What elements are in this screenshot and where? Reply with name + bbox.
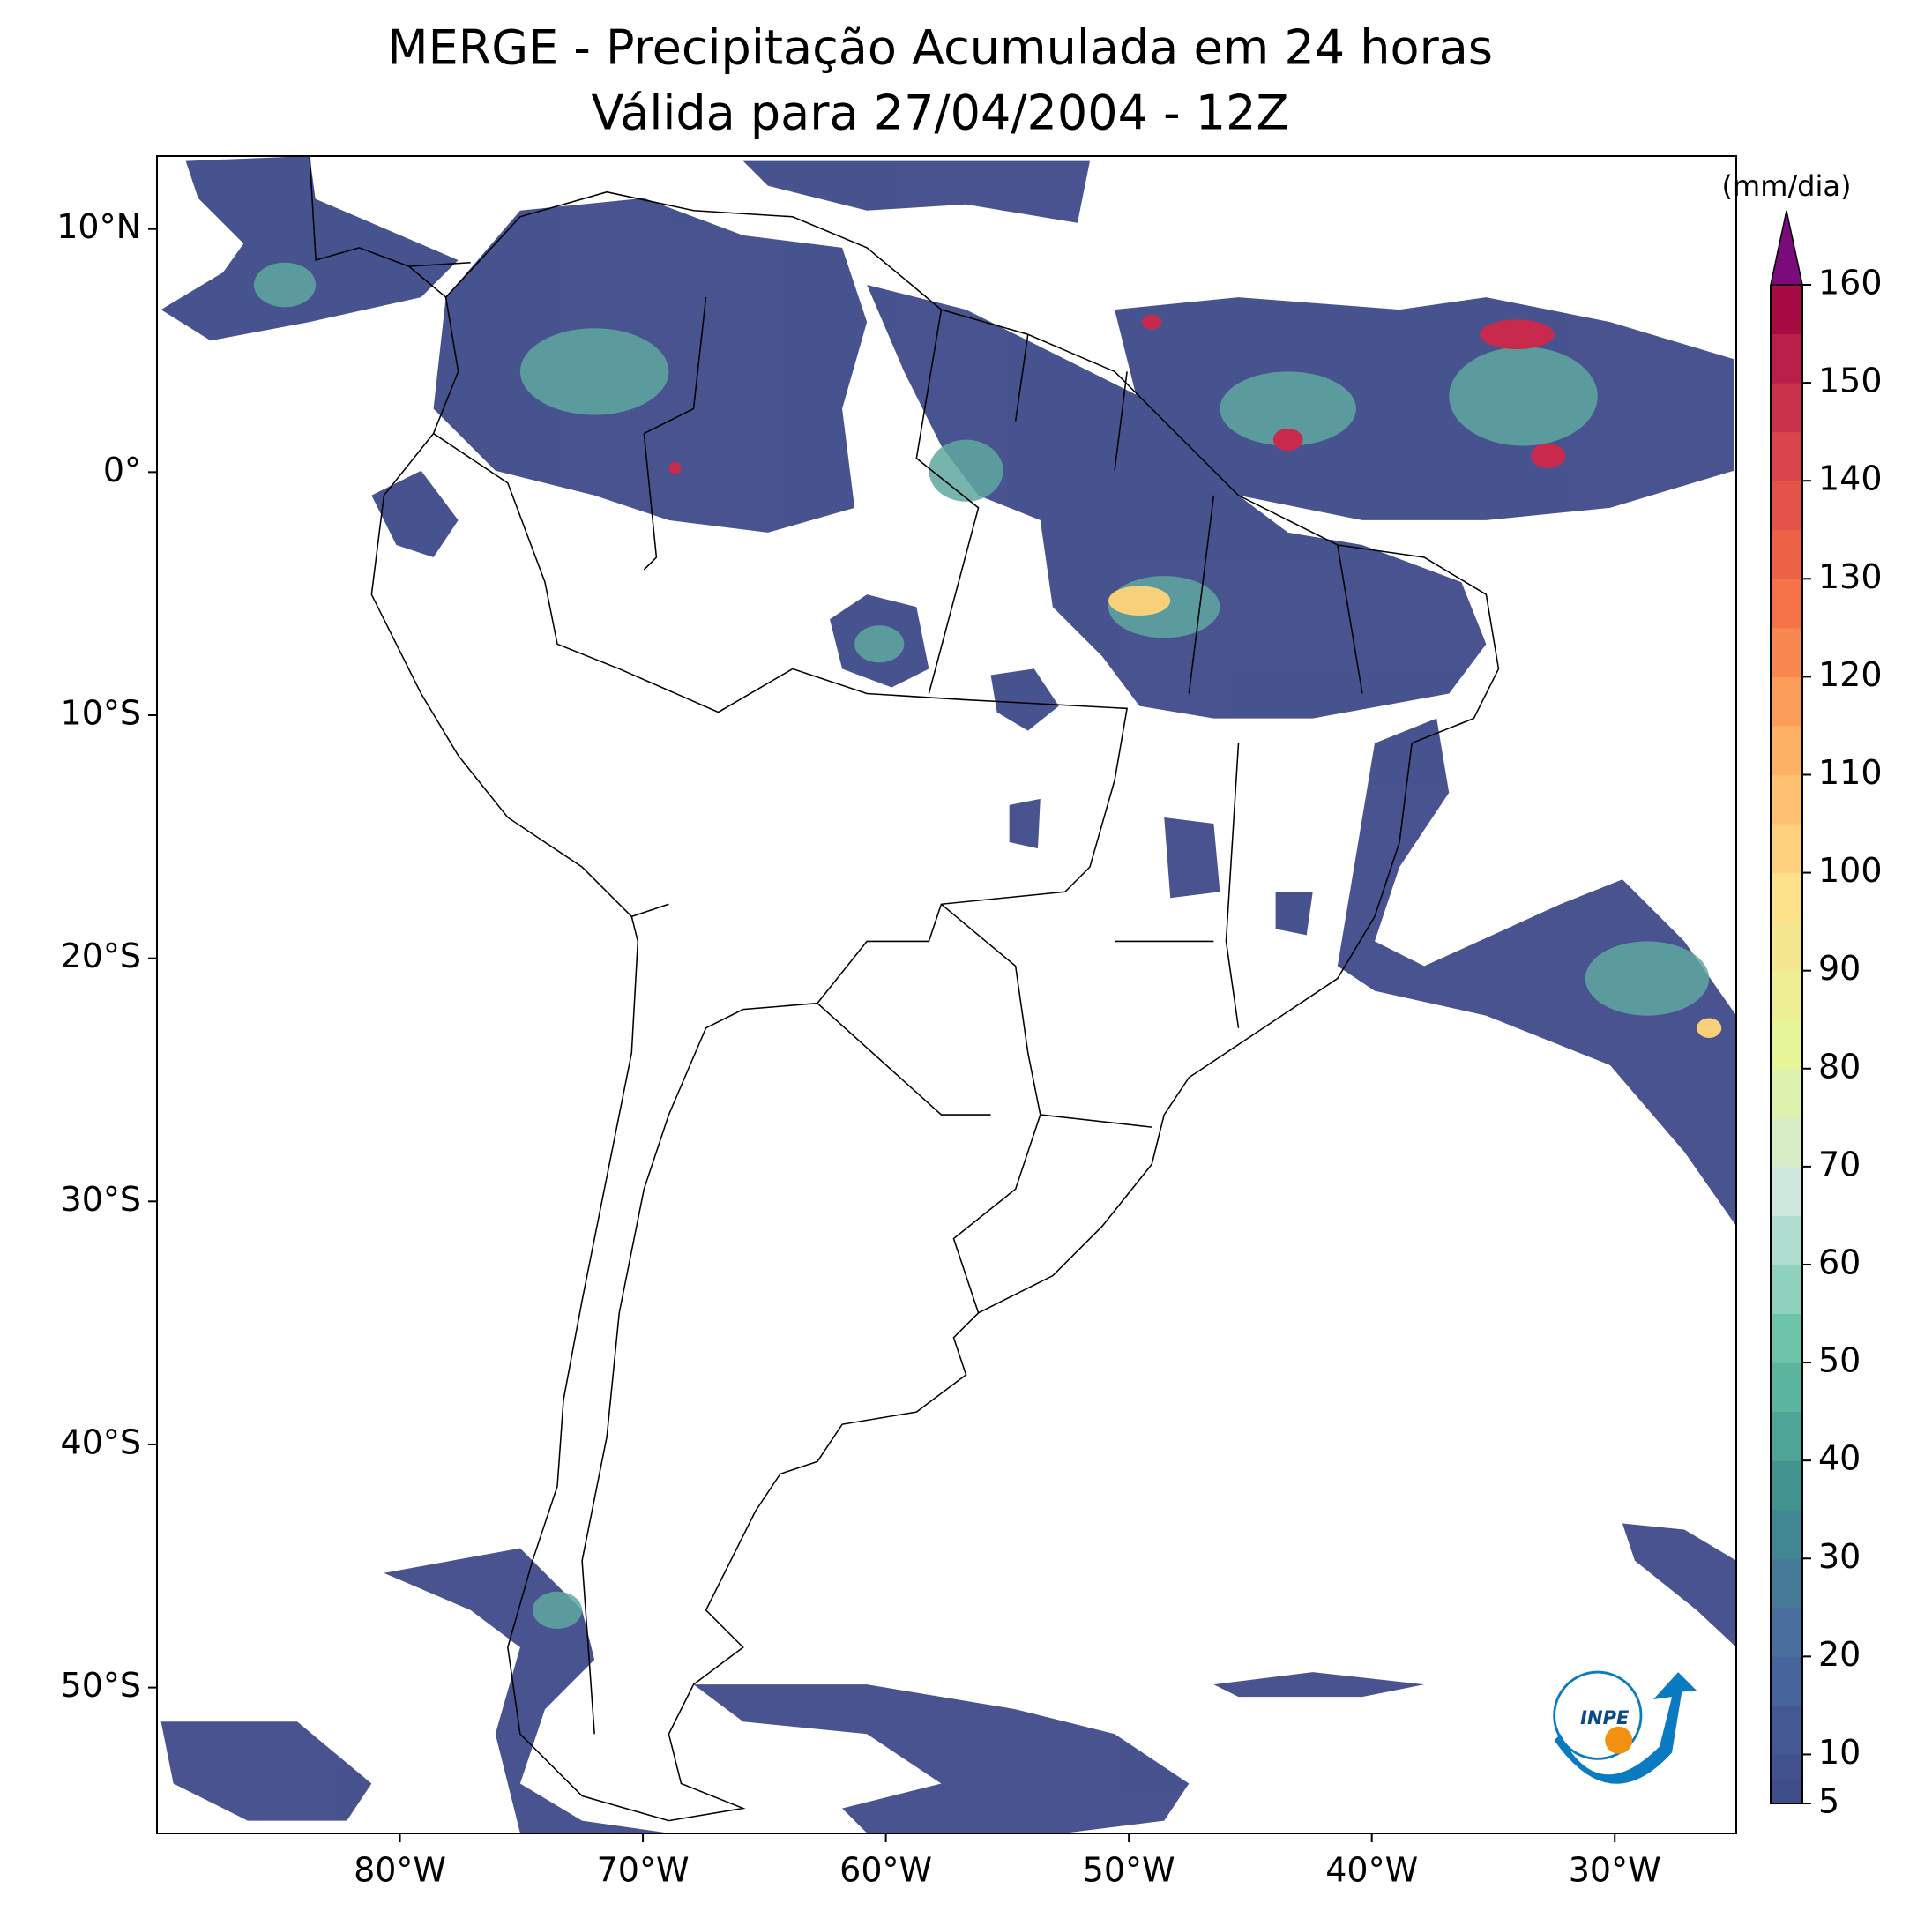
colorbar-tick-label: 10 — [1818, 1733, 1861, 1772]
axes: 80°W 70°W 60°W 50°W 40°W 30°W 10°N 0° 10°S 20°S 30… — [56, 207, 1660, 1889]
colorbar-band — [1771, 1117, 1802, 1168]
colorbar-tick-label: 160 — [1818, 264, 1883, 302]
x-tick-label: 60°W — [839, 1851, 932, 1890]
colorbar-band — [1771, 1166, 1802, 1216]
colorbar-band — [1771, 970, 1802, 1020]
colorbar-band — [1771, 1705, 1802, 1755]
precip-heavy — [1108, 586, 1722, 1038]
x-tick-label: 50°W — [1083, 1851, 1175, 1890]
y-tick-label: 40°S — [61, 1422, 141, 1461]
colorbar-band — [1771, 1779, 1802, 1804]
y-tick-label: 10°N — [56, 207, 141, 246]
colorbar-tick-label: 130 — [1818, 557, 1883, 596]
colorbar-band — [1771, 1754, 1802, 1780]
title-line: Válida para 27/04/2004 - 12Z — [592, 86, 1289, 141]
colorbar-tick-label: 80 — [1818, 1047, 1861, 1086]
colorbar-extend — [1770, 210, 1803, 286]
colorbar-band — [1771, 872, 1802, 922]
colorbar-band — [1771, 431, 1802, 481]
title-line: MERGE - Precipitação Acumulada em 24 hor… — [387, 20, 1493, 76]
colorbar-band — [1771, 1362, 1802, 1413]
colorbar-tick-label: 40 — [1818, 1439, 1861, 1478]
colorbar-band — [1771, 1215, 1802, 1265]
y-tick-label: 30°S — [61, 1180, 141, 1219]
colorbar-tick-label: 20 — [1818, 1635, 1861, 1674]
x-tick-label: 80°W — [354, 1851, 446, 1890]
colorbar-tick-label: 140 — [1818, 459, 1883, 498]
colorbar-band — [1771, 383, 1802, 433]
colorbar-tick-label: 5 — [1818, 1782, 1839, 1821]
colorbar-tick-label: 30 — [1818, 1537, 1861, 1576]
coastline — [370, 190, 1500, 1822]
colorbar-tick-label: 120 — [1818, 655, 1883, 694]
colorbar-band — [1771, 481, 1802, 531]
colorbar-tick-label: 90 — [1818, 949, 1861, 988]
colorbar-band — [1771, 725, 1802, 775]
map-frame — [156, 155, 1737, 1834]
colorbar-band — [1771, 333, 1802, 384]
y-tick-label: 10°S — [61, 694, 141, 733]
colorbar-tick-label: 100 — [1818, 851, 1883, 890]
colorbar-band — [1771, 1460, 1802, 1511]
colorbar-band — [1771, 1264, 1802, 1315]
colorbar-band — [1771, 1607, 1802, 1657]
map-content: INPE — [160, 156, 1736, 1833]
colorbar-band — [1771, 1313, 1802, 1363]
precip-extreme — [668, 314, 1566, 474]
colorbar-band — [1771, 627, 1802, 677]
map-area: INPE — [160, 156, 1736, 1833]
colorbar-unit: (mm/dia) — [1722, 169, 1852, 203]
colorbar-band — [1771, 1411, 1802, 1461]
colorbar-band — [1771, 285, 1802, 335]
colorbar-band — [1771, 529, 1802, 579]
y-tick-label: 0° — [103, 451, 141, 489]
logo: INPE — [1553, 1670, 1697, 1784]
colorbar-band — [1771, 774, 1802, 825]
colorbar-tick-label: 110 — [1818, 753, 1883, 792]
y-tick-label: 20°S — [61, 937, 141, 975]
x-tick-label: 30°W — [1569, 1851, 1661, 1890]
x-tick-label: 40°W — [1325, 1851, 1418, 1890]
colorbar-band — [1771, 1558, 1802, 1609]
colorbar-band — [1771, 1509, 1802, 1559]
colorbar-band — [1771, 676, 1802, 727]
central-america — [309, 156, 471, 298]
colorbar-tick-label: 50 — [1818, 1341, 1861, 1380]
colorbar: 5 10 20 30 40 50 60 70 80 90 100 110 120 130 140 150 160… — [1722, 169, 1883, 1821]
colorbar-tick-label: 150 — [1818, 362, 1883, 400]
logo-text: INPE — [1580, 1706, 1630, 1728]
y-tick-label: 50°S — [61, 1666, 141, 1705]
colorbar-band — [1771, 579, 1802, 629]
colorbar-tick-label: 70 — [1818, 1145, 1861, 1183]
colorbar-band — [1771, 824, 1802, 874]
colorbar-band — [1771, 1019, 1802, 1070]
colorbar-band — [1771, 922, 1802, 972]
colorbar-band — [1771, 1656, 1802, 1706]
colorbar-frame — [1770, 285, 1803, 1804]
colorbar-tick-label: 60 — [1818, 1243, 1861, 1281]
x-tick-label: 70°W — [597, 1851, 690, 1890]
borders — [433, 296, 1363, 1735]
colorbar-band — [1771, 1068, 1802, 1118]
precip-areas — [160, 156, 1736, 1833]
